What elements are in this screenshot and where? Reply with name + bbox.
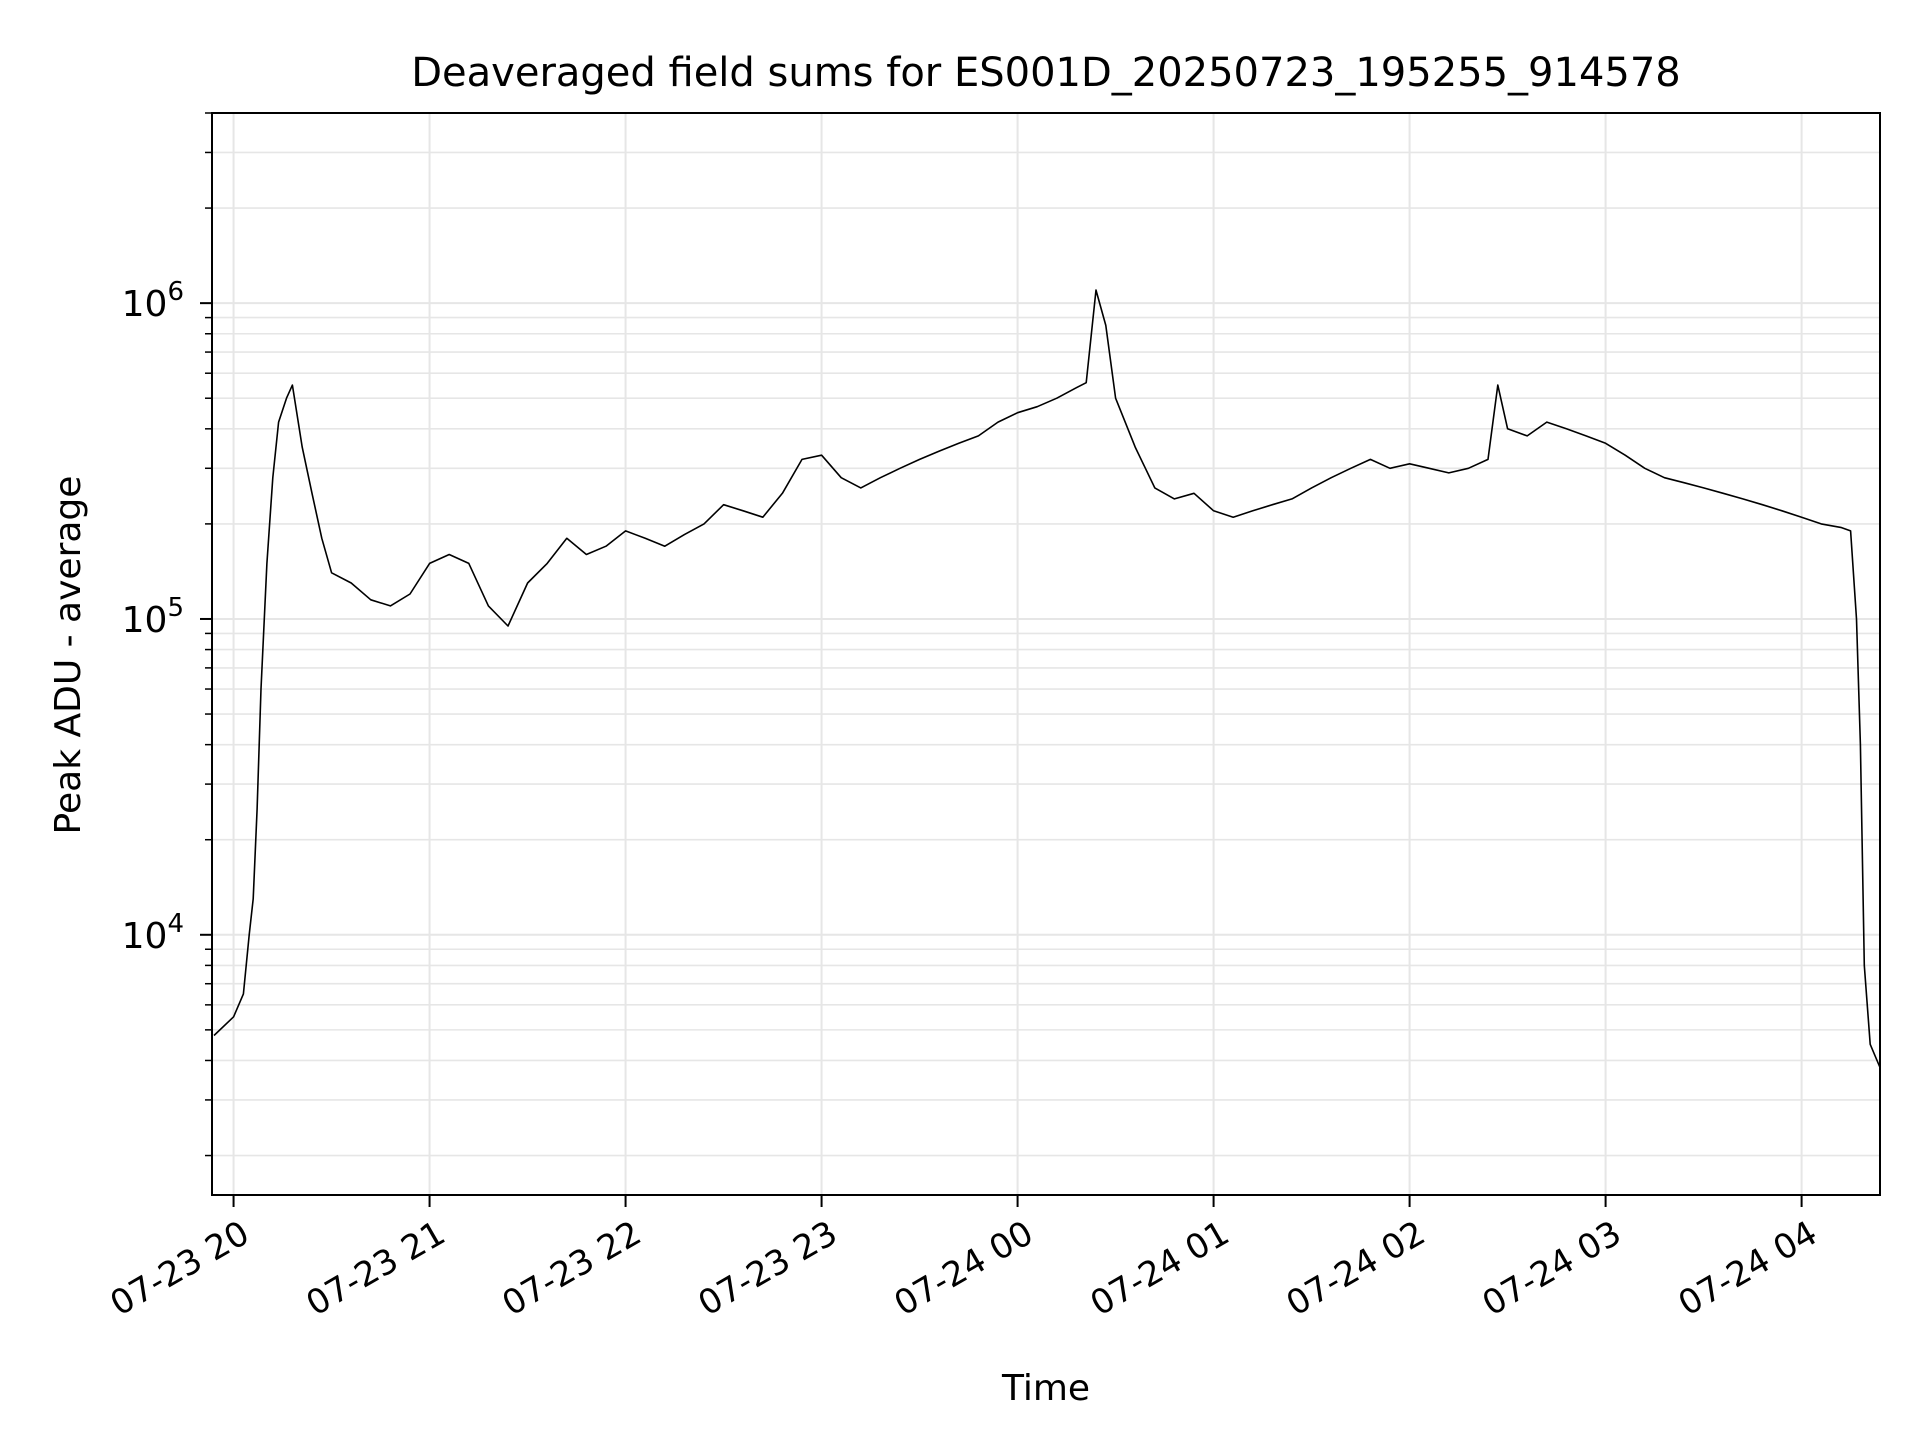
y-tick-label: 106	[122, 277, 184, 325]
y-tick-label: 105	[122, 593, 184, 641]
y-tick-base: 10	[122, 600, 168, 641]
y-tick-exponent: 6	[167, 277, 184, 307]
y-tick-exponent: 5	[167, 593, 184, 623]
plot-frame	[211, 112, 1881, 1196]
chart-title: Deaveraged field sums for ES001D_2025072…	[411, 50, 1681, 96]
series-layer	[213, 289, 1881, 1068]
y-tick-exponent: 4	[167, 909, 184, 939]
y-tick-label: 104	[122, 909, 184, 957]
x-axis-label: Time	[1001, 1368, 1090, 1409]
y-tick-base: 10	[122, 916, 168, 957]
y-axis-label: Peak ADU - average	[48, 476, 89, 835]
y-tick-base: 10	[122, 284, 168, 325]
series-line	[213, 289, 1881, 1068]
